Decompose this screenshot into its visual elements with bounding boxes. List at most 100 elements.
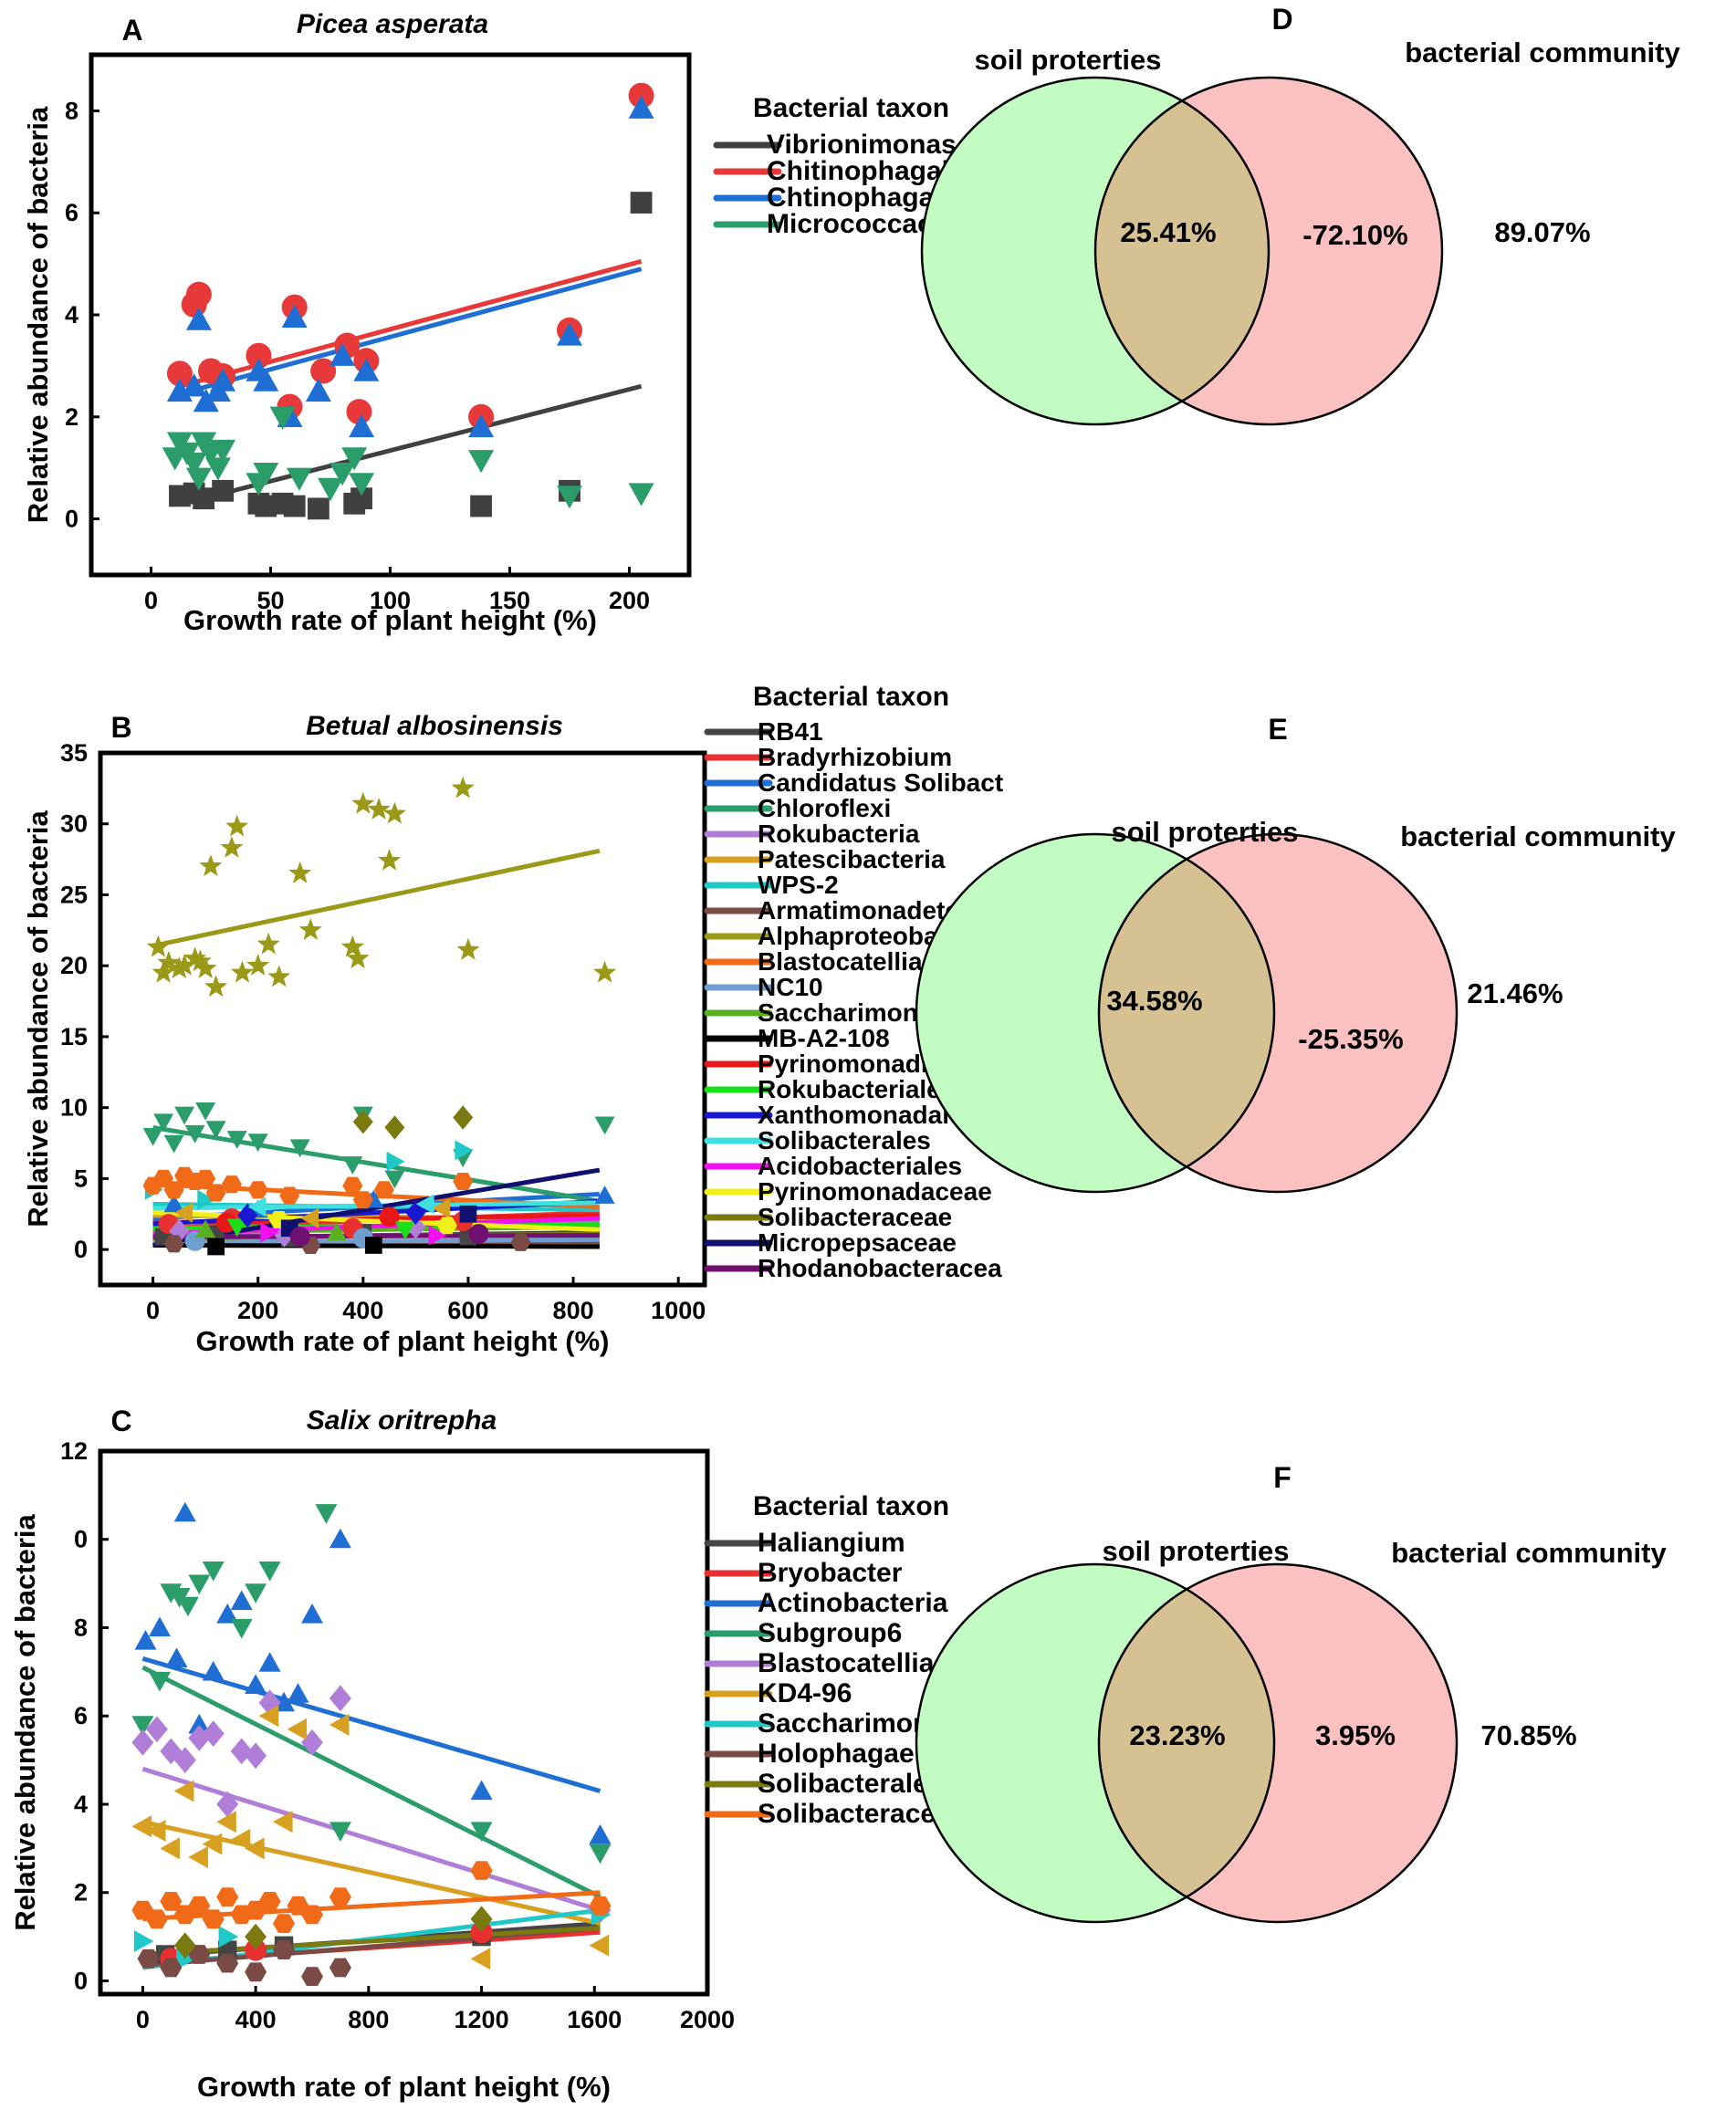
data-point xyxy=(202,1833,223,1855)
data-point xyxy=(468,413,495,438)
data-point xyxy=(245,1583,267,1603)
y-tick-label: 4 xyxy=(65,301,78,329)
legend-label: Pyrinomonadia xyxy=(758,1050,943,1078)
data-point xyxy=(183,946,207,969)
data-point xyxy=(455,1140,474,1161)
data-point xyxy=(364,1237,382,1254)
x-tick-label: 800 xyxy=(553,1297,594,1324)
y-tick-label: 25 xyxy=(60,881,88,908)
data-point xyxy=(173,954,196,976)
data-point xyxy=(188,949,212,972)
legend-label: Armatimonadetes xyxy=(758,896,974,924)
data-point xyxy=(378,849,402,871)
legend-label: Subgroup6 xyxy=(758,1618,902,1648)
data-point xyxy=(173,1780,194,1802)
data-point xyxy=(188,1896,211,1916)
data-point xyxy=(329,463,356,486)
x-axis-label: Growth rate of plant height (%) xyxy=(196,1325,610,1357)
data-point xyxy=(181,373,207,397)
data-point xyxy=(163,1134,184,1154)
trend-line xyxy=(141,1766,601,1913)
data-point xyxy=(468,1224,489,1245)
data-point xyxy=(245,1938,267,1961)
data-point xyxy=(173,1501,196,1522)
data-point xyxy=(216,1791,239,1818)
data-point xyxy=(415,1194,434,1215)
data-point xyxy=(230,1828,251,1851)
data-point xyxy=(594,1116,615,1135)
data-point xyxy=(301,1905,323,1925)
data-point xyxy=(195,1102,216,1121)
y-tick-label: 0 xyxy=(74,1967,88,1994)
data-point xyxy=(216,1212,237,1233)
y-tick-label: 10 xyxy=(60,1094,88,1122)
data-point xyxy=(245,1923,267,1950)
data-point xyxy=(160,1892,183,1911)
panel-c-chart: C Salix oritrepha 0 400 800 1200 1600 2000 0 2 4 6 8… xyxy=(9,1405,985,2103)
data-point xyxy=(628,95,654,119)
data-point xyxy=(131,1729,154,1756)
legend-label: MB-A2-108 xyxy=(758,1024,890,1052)
y-tick-label: 20 xyxy=(60,952,88,979)
legend-label: Acidobacteriales xyxy=(758,1152,962,1180)
data-point xyxy=(470,1948,491,1970)
panel-a-chart: A Picea asperata 0 50 100 150 200 0 2 4 6 8 Growth r… xyxy=(22,9,995,636)
data-point xyxy=(226,1131,247,1149)
data-point xyxy=(329,1822,351,1842)
data-point xyxy=(163,1235,184,1253)
x-tick-label: 200 xyxy=(237,1297,278,1324)
data-point xyxy=(557,322,582,346)
y-axis-label: Relative abundance of bacteria xyxy=(9,1513,41,1930)
y-tick-label: 2 xyxy=(65,403,78,431)
data-point xyxy=(382,801,406,824)
data-point xyxy=(340,935,364,957)
data-point xyxy=(181,452,207,476)
data-point xyxy=(153,1113,174,1133)
x-tick-label: 100 xyxy=(370,587,411,614)
venn-right-label: bacterial community xyxy=(1405,37,1680,68)
data-point xyxy=(245,1837,265,1860)
data-point xyxy=(258,1652,281,1672)
data-point xyxy=(436,1217,457,1235)
data-point xyxy=(405,1215,426,1239)
data-point xyxy=(593,960,617,983)
data-point xyxy=(346,399,372,425)
data-point xyxy=(185,281,212,308)
y-tick-label: 5 xyxy=(74,1165,88,1192)
data-point xyxy=(185,467,212,491)
panel-b-chart: B Betual albosinensis 0 200 400 600 800 1000 0 5 1… xyxy=(22,682,1006,1357)
panel-letter: D xyxy=(1271,3,1292,36)
venn-right-outline xyxy=(1093,76,1444,426)
x-tick-label: 150 xyxy=(489,587,530,614)
legend-label: Solibacterales xyxy=(758,1769,943,1799)
data-point xyxy=(287,1683,309,1703)
data-point xyxy=(245,1962,267,1982)
venn-left-outline xyxy=(920,76,1271,426)
y-tick-label: 15 xyxy=(60,1023,88,1050)
legend-label: WPS-2 xyxy=(758,871,839,899)
data-point xyxy=(279,1186,300,1205)
venn-left-outline xyxy=(915,832,1276,1194)
data-point xyxy=(353,358,380,381)
x-tick-label: 1000 xyxy=(651,1297,706,1324)
data-point xyxy=(230,1738,253,1765)
x-tick-label: 200 xyxy=(609,587,650,614)
data-point xyxy=(470,1861,493,1880)
legend-label: Candidatus Solibact xyxy=(758,768,1003,797)
data-point xyxy=(152,960,175,983)
data-point xyxy=(188,1725,211,1751)
data-point xyxy=(137,1948,160,1969)
legend-label: Rokubacteria xyxy=(758,820,920,848)
data-point xyxy=(166,360,193,387)
data-point xyxy=(273,1811,293,1833)
data-point xyxy=(315,1504,338,1524)
data-point xyxy=(341,447,368,471)
data-point xyxy=(230,960,254,983)
data-point xyxy=(300,1207,319,1228)
data-point xyxy=(342,1176,363,1195)
panel-letter: A xyxy=(121,14,142,47)
data-point xyxy=(308,497,329,520)
data-point xyxy=(305,378,331,402)
legend-label: NC10 xyxy=(758,973,823,1001)
